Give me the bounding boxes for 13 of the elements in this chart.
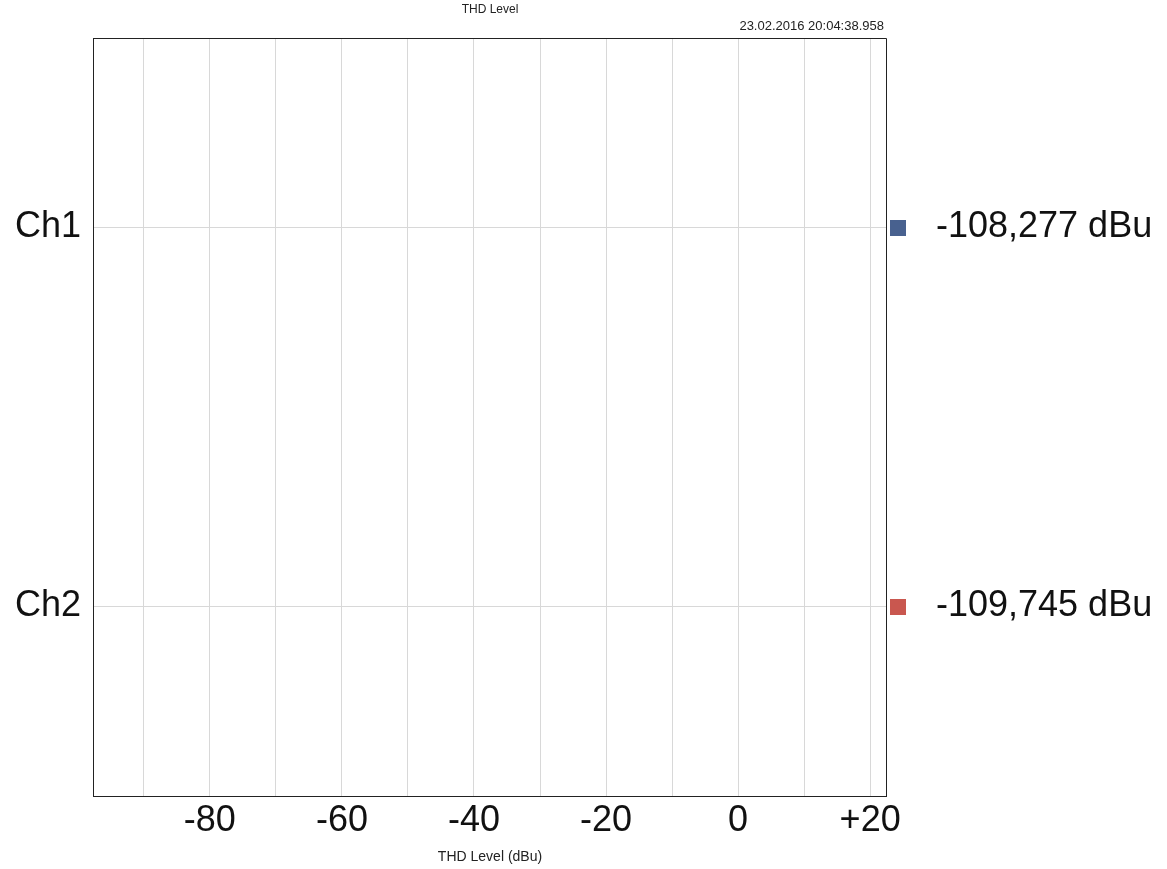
x-axis-title: THD Level (dBu) (436, 848, 544, 864)
x-tick-label: 0 (728, 797, 749, 839)
text: 23.02.2016 20:04:38.958 (739, 18, 884, 33)
x-tick-label: -20 (580, 797, 633, 839)
y-tick-label: Ch2 (14, 583, 81, 625)
x-tick-label: -40 (447, 797, 500, 839)
text: -109,745 dBu (936, 583, 1153, 625)
text: -108,277 dBu (936, 204, 1153, 246)
x-tick-label: -60 (315, 797, 368, 839)
y-tick-label: Ch1 (14, 204, 81, 246)
x-tick-label: -80 (183, 797, 236, 839)
x-tick-label: +20 (839, 797, 901, 839)
chart-title: THD Level (460, 2, 520, 16)
